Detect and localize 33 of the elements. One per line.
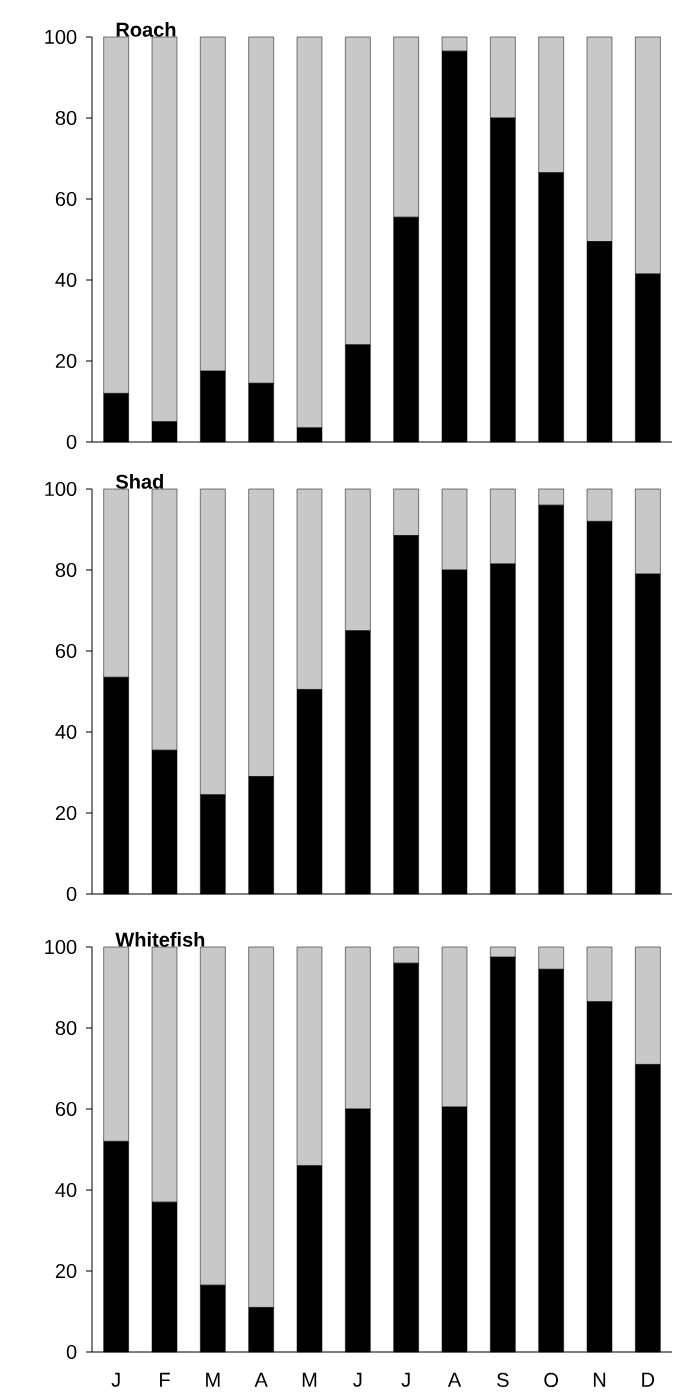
x-tick-label: J xyxy=(401,1372,410,1387)
y-tick-label: 0 xyxy=(66,434,77,450)
y-tick-label: 40 xyxy=(55,1182,77,1198)
y-tick-label: 100 xyxy=(45,29,77,45)
y-tick-label: 20 xyxy=(55,353,77,369)
y-tick-label: 40 xyxy=(55,272,77,288)
x-tick-label: J xyxy=(111,1372,120,1387)
y-tick-label: 60 xyxy=(55,643,77,659)
y-tick-label: 40 xyxy=(55,724,77,740)
y-tick-label: 20 xyxy=(55,1263,77,1279)
y-tick-label: 100 xyxy=(45,481,77,497)
x-tick-label: J xyxy=(353,1372,362,1387)
y-tick-label: 100 xyxy=(45,939,77,955)
chart-title: Shad xyxy=(115,474,163,489)
chart-title: Whitefish xyxy=(115,932,205,947)
x-tick-label: A xyxy=(254,1372,268,1387)
y-tick-label: 0 xyxy=(66,886,77,902)
x-tick-label: O xyxy=(544,1372,558,1388)
y-tick-label: 80 xyxy=(55,110,77,126)
y-tick-label: 60 xyxy=(55,191,77,207)
x-tick-label: D xyxy=(642,1372,655,1387)
y-tick-label: 60 xyxy=(55,1101,77,1117)
x-tick-label: M xyxy=(302,1372,317,1387)
x-tick-label: A xyxy=(447,1372,462,1387)
y-tick-label: 0 xyxy=(66,1344,77,1360)
y-tick-label: 80 xyxy=(55,562,77,578)
y-tick-label: 20 xyxy=(55,805,77,821)
chart-title: Roach xyxy=(116,22,176,37)
x-tick-label: F xyxy=(160,1372,170,1387)
x-tick-label: S xyxy=(497,1372,509,1388)
y-tick-label: 80 xyxy=(55,1020,77,1036)
x-tick-label: N xyxy=(593,1372,606,1387)
x-tick-label: M xyxy=(206,1372,220,1387)
